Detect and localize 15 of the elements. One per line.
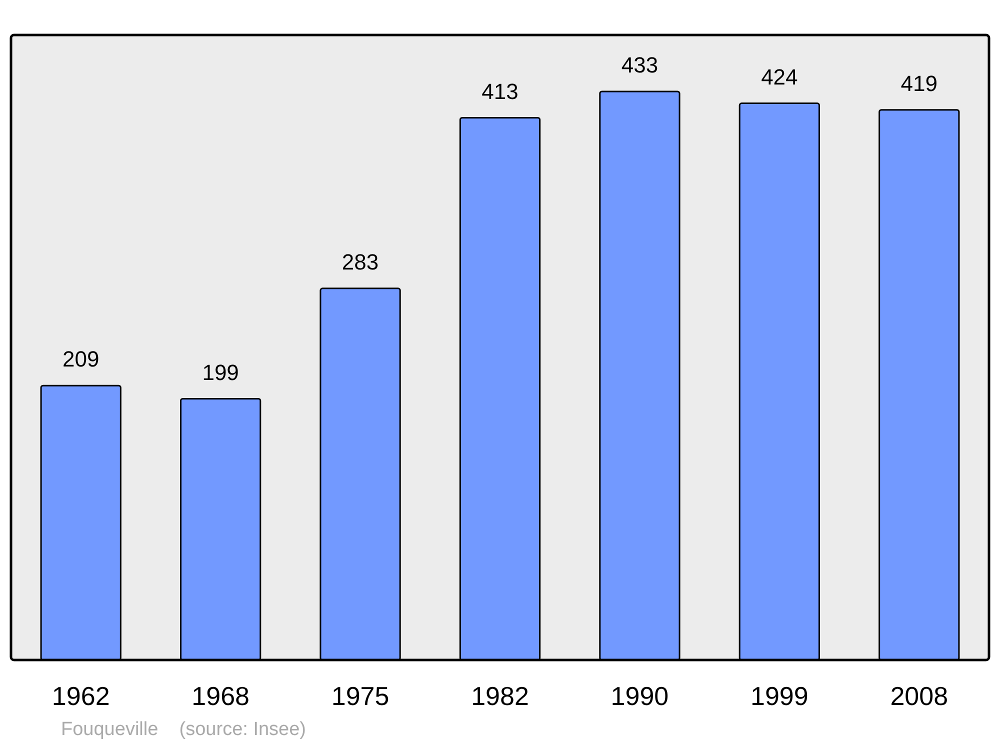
data-label: 424 [761, 64, 798, 90]
data-label: 413 [482, 78, 518, 104]
data-label: 209 [62, 346, 100, 372]
x-tick-label: 2008 [890, 680, 948, 711]
data-label: 199 [202, 360, 239, 385]
x-tick-label: 1968 [192, 680, 250, 711]
x-tick-label: 1962 [52, 680, 110, 711]
text: Fouqueville (source: Insee) [61, 719, 306, 740]
x-tick-label: 1999 [750, 680, 808, 711]
x-tick-label: 1990 [610, 680, 669, 711]
x-tick-label: 1982 [471, 680, 529, 711]
data-label: 283 [342, 249, 379, 274]
data-label: 419 [900, 70, 938, 96]
x-tick-label: 1975 [331, 680, 390, 711]
data-label: 433 [621, 52, 658, 78]
